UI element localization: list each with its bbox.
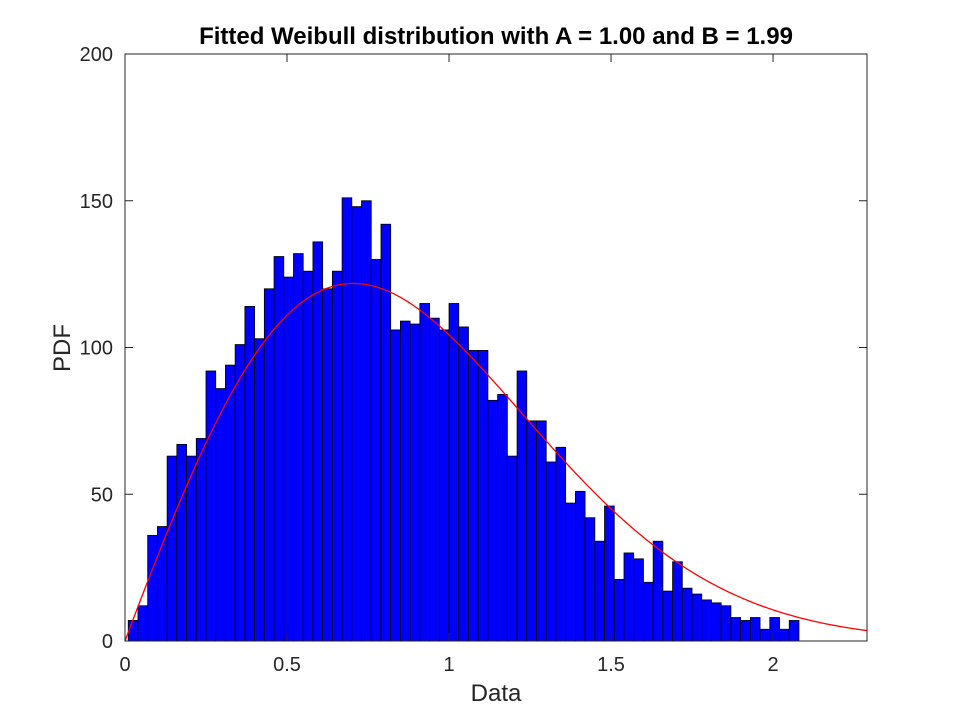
histogram-bars bbox=[127, 197, 800, 642]
y-tick-label: 50 bbox=[91, 484, 113, 506]
histogram-bar bbox=[137, 605, 149, 642]
histogram-bar bbox=[127, 620, 139, 642]
histogram-bar bbox=[526, 420, 537, 642]
histogram-bar bbox=[176, 443, 187, 642]
histogram-bar bbox=[147, 534, 158, 642]
histogram-bar bbox=[370, 259, 382, 642]
histogram-bar bbox=[643, 581, 654, 642]
histogram-bar bbox=[331, 270, 343, 642]
histogram-bar bbox=[594, 540, 605, 642]
histogram-bar bbox=[477, 350, 489, 642]
histogram-bar bbox=[283, 276, 294, 642]
histogram-bar bbox=[633, 558, 644, 642]
x-axis-ticks: 0 0.5 1 1.5 2 bbox=[119, 54, 779, 676]
histogram-bar bbox=[166, 455, 178, 642]
histogram-bar bbox=[788, 620, 800, 642]
histogram-bar bbox=[215, 388, 226, 642]
x-tick-label: 1 bbox=[443, 654, 454, 676]
histogram-bar bbox=[701, 599, 712, 642]
histogram-bar bbox=[234, 344, 246, 642]
fitted-pdf-curve bbox=[124, 282, 868, 642]
histogram-bar bbox=[779, 628, 790, 642]
x-tick-label: 0 bbox=[119, 654, 130, 676]
histogram-bar bbox=[400, 320, 411, 642]
histogram-bar bbox=[448, 303, 460, 642]
histogram-bar bbox=[662, 590, 673, 642]
histogram-bar bbox=[536, 420, 547, 642]
histogram-bar bbox=[273, 256, 285, 642]
histogram-bar bbox=[312, 241, 324, 642]
histogram-bar bbox=[555, 446, 567, 642]
chart-title: Fitted Weibull distribution with A = 1.0… bbox=[199, 23, 793, 50]
histogram-bar bbox=[584, 517, 596, 642]
x-tick-label: 2 bbox=[767, 654, 778, 676]
histogram-bar bbox=[604, 505, 615, 642]
histogram-bar bbox=[361, 200, 372, 642]
histogram-bar bbox=[438, 329, 450, 642]
histogram-bar bbox=[711, 602, 722, 642]
histogram-bar bbox=[623, 552, 635, 642]
histogram-bar bbox=[545, 461, 557, 642]
histogram-bar bbox=[681, 587, 693, 642]
histogram-bar bbox=[468, 350, 479, 642]
x-axis-label: Data bbox=[471, 680, 522, 707]
y-axis-ticks: 0 50 100 150 200 bbox=[80, 44, 867, 653]
histogram-bar bbox=[409, 323, 421, 642]
histogram-bar bbox=[565, 502, 576, 642]
histogram-bar bbox=[720, 605, 732, 642]
histogram-bar bbox=[730, 617, 742, 642]
histogram-bar bbox=[672, 561, 683, 642]
histogram-bar bbox=[254, 338, 265, 642]
histogram-bar bbox=[263, 288, 275, 642]
histogram-bar bbox=[516, 370, 528, 642]
histogram-bar bbox=[390, 329, 401, 642]
histogram-bar bbox=[652, 540, 664, 642]
histogram-bar bbox=[759, 628, 771, 642]
histogram-bar bbox=[740, 620, 751, 642]
histogram-bar bbox=[613, 578, 625, 642]
histogram-bar bbox=[419, 303, 430, 642]
histogram-bar bbox=[487, 399, 499, 642]
x-tick-label: 0.5 bbox=[273, 654, 301, 676]
y-tick-label: 100 bbox=[80, 338, 113, 360]
y-tick-label: 0 bbox=[102, 631, 113, 653]
y-axis-label: PDF bbox=[49, 324, 76, 372]
y-tick-label: 200 bbox=[80, 44, 113, 66]
histogram-bar bbox=[205, 370, 217, 642]
x-tick-label: 1.5 bbox=[597, 654, 625, 676]
y-tick-label: 150 bbox=[80, 191, 113, 213]
histogram-bar bbox=[195, 438, 207, 642]
histogram-bar bbox=[691, 593, 703, 642]
histogram-bar bbox=[497, 394, 508, 642]
histogram-bar bbox=[302, 270, 314, 642]
histogram-bar bbox=[749, 617, 761, 642]
histogram-bar bbox=[574, 490, 586, 642]
histogram-bar bbox=[429, 317, 440, 642]
histogram-bar bbox=[293, 253, 304, 642]
histogram-bar bbox=[225, 364, 236, 642]
histogram-bar bbox=[341, 197, 353, 642]
histogram-bar bbox=[351, 206, 362, 642]
histogram-bar bbox=[506, 455, 518, 642]
histogram-bar bbox=[769, 617, 780, 642]
histogram-bar bbox=[458, 326, 469, 642]
histogram-bar bbox=[322, 288, 333, 642]
histogram-bar bbox=[380, 223, 392, 642]
